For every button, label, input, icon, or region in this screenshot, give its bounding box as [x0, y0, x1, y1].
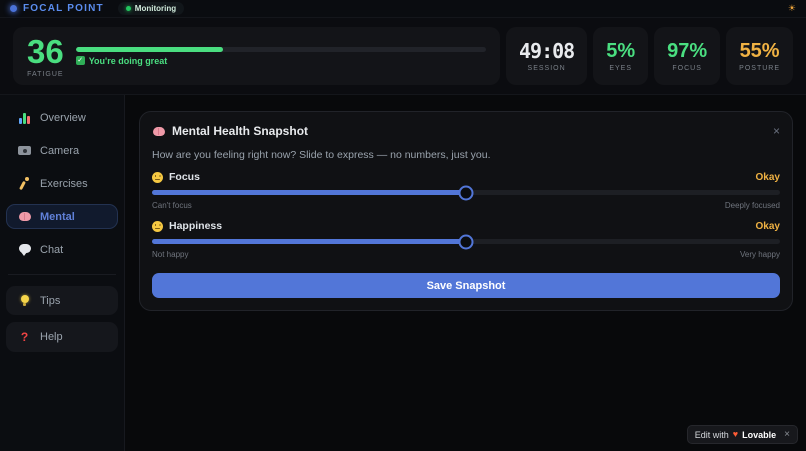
- happiness-max-label: Very happy: [739, 250, 780, 259]
- focus-slider[interactable]: [152, 185, 780, 200]
- sidebar-item-mental[interactable]: Mental: [6, 204, 118, 229]
- bar-chart-icon: [18, 111, 31, 124]
- card-title: Mental Health Snapshot: [172, 124, 309, 138]
- sidebar-item-chat[interactable]: Chat: [6, 237, 118, 262]
- sidebar-item-exercises[interactable]: Exercises: [6, 171, 118, 196]
- focus-slider-label: Focus: [169, 171, 200, 183]
- fatigue-message: You're doing great: [88, 55, 168, 66]
- happiness-slider-label: Happiness: [169, 220, 223, 232]
- mental-health-snapshot-card: Mental Health Snapshot × How are you fee…: [139, 111, 793, 311]
- brain-icon: [18, 210, 31, 223]
- stat-card-posture: 55% POSTURE: [726, 27, 793, 85]
- focus-max-label: Deeply focused: [724, 201, 780, 210]
- eyes-label: EYES: [609, 64, 633, 72]
- sidebar-item-label: Exercises: [40, 177, 88, 190]
- session-label: SESSION: [527, 64, 566, 72]
- happiness-slider[interactable]: [152, 234, 780, 249]
- runner-icon: [18, 177, 31, 190]
- sidebar-item-label: Help: [40, 331, 63, 343]
- sidebar-item-label: Mental: [40, 210, 75, 223]
- monitoring-status-badge: Monitoring: [117, 2, 185, 15]
- close-icon[interactable]: ×: [772, 124, 780, 138]
- sidebar: Overview Camera Exercises Mental Chat Ti…: [0, 95, 125, 451]
- heart-icon: ♥: [732, 429, 739, 439]
- edit-with-lovable-badge[interactable]: Edit with ♥ Lovable ×: [686, 425, 798, 444]
- stat-card-session: 49:08 SESSION: [506, 27, 588, 85]
- fatigue-label: FATIGUE: [27, 70, 64, 78]
- happiness-slider-thumb[interactable]: [458, 234, 474, 249]
- monitoring-dot-icon: [125, 6, 131, 11]
- focus-label: FOCUS: [672, 64, 702, 72]
- app-logo-icon: [10, 5, 17, 12]
- sidebar-item-tips[interactable]: Tips: [6, 286, 118, 315]
- badge-brand: Lovable: [742, 429, 777, 440]
- neutral-face-icon: [152, 171, 163, 183]
- fatigue-progress-fill: [75, 46, 224, 52]
- eyes-value: 5%: [606, 39, 636, 62]
- fatigue-progress-bar: [75, 46, 486, 52]
- posture-value: 55%: [739, 39, 780, 62]
- sidebar-item-label: Camera: [40, 144, 80, 157]
- focus-value: 97%: [667, 39, 708, 62]
- fatigue-value: 36: [27, 32, 64, 70]
- sidebar-item-label: Overview: [40, 111, 86, 124]
- question-mark-icon: ?: [20, 330, 29, 344]
- focus-min-label: Can't focus: [152, 201, 192, 210]
- camera-icon: [18, 144, 31, 157]
- happiness-slider-group: Happiness Okay Not happy Very happy: [152, 220, 780, 259]
- stats-strip: 36 FATIGUE ✓ You're doing great 49:08 SE…: [0, 18, 806, 95]
- happiness-slider-value: Okay: [755, 220, 780, 232]
- focus-slider-thumb[interactable]: [458, 185, 474, 200]
- fatigue-card: 36 FATIGUE ✓ You're doing great: [13, 27, 500, 85]
- save-snapshot-button[interactable]: Save Snapshot: [152, 273, 780, 298]
- badge-prefix: Edit with: [694, 429, 729, 440]
- sidebar-item-help[interactable]: ? Help: [6, 322, 118, 352]
- badge-close-icon[interactable]: ×: [784, 429, 790, 440]
- sidebar-item-label: Tips: [40, 294, 61, 307]
- sidebar-item-overview[interactable]: Overview: [6, 105, 118, 130]
- brain-icon: [152, 125, 165, 138]
- focus-slider-value: Okay: [755, 171, 780, 183]
- chat-icon: [18, 243, 31, 256]
- topbar: FOCAL POINT Monitoring ☀: [0, 0, 806, 18]
- session-value: 49:08: [519, 38, 575, 63]
- lightbulb-icon: [18, 294, 31, 307]
- sidebar-item-label: Chat: [40, 243, 64, 256]
- happiness-slider-fill: [152, 239, 466, 244]
- monitoring-label: Monitoring: [134, 4, 177, 13]
- stat-card-focus: 97% FOCUS: [654, 27, 721, 85]
- posture-label: POSTURE: [739, 64, 780, 72]
- card-subtitle: How are you feeling right now? Slide to …: [152, 149, 491, 161]
- focus-slider-group: Focus Okay Can't focus Deeply focused: [152, 171, 780, 210]
- app-name: FOCAL POINT: [23, 3, 104, 14]
- sidebar-divider: [8, 274, 116, 275]
- check-icon: ✓: [75, 56, 85, 65]
- neutral-face-icon: [152, 220, 163, 232]
- happiness-min-label: Not happy: [152, 250, 189, 259]
- main-content: Mental Health Snapshot × How are you fee…: [125, 95, 806, 451]
- theme-toggle-sun-icon[interactable]: ☀: [787, 3, 796, 13]
- focus-slider-fill: [152, 190, 466, 195]
- stat-card-eyes: 5% EYES: [593, 27, 649, 85]
- sidebar-item-camera[interactable]: Camera: [6, 138, 118, 163]
